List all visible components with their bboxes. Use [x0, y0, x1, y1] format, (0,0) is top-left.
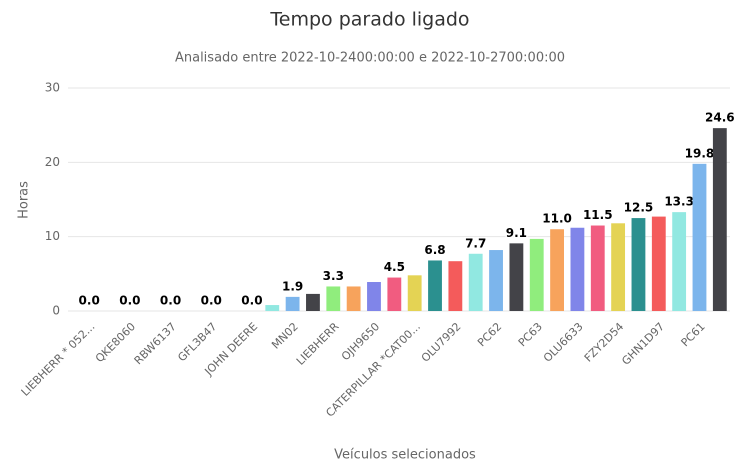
value-label: 7.7	[465, 236, 486, 250]
value-label: 6.8	[424, 243, 445, 257]
value-label: 11.5	[583, 208, 613, 222]
y-tick-label: 0	[52, 304, 60, 318]
bar	[509, 243, 524, 311]
x-tick-label: LIEBHERR	[294, 320, 342, 368]
bar	[326, 286, 341, 311]
x-tick-label: OLU6633	[541, 320, 586, 365]
bar	[448, 261, 463, 311]
value-label: 11.0	[542, 212, 572, 226]
value-label: 9.1	[506, 226, 527, 240]
chart-title: Tempo parado ligado	[269, 9, 469, 31]
bar	[672, 212, 687, 311]
value-label: 0.0	[160, 294, 181, 308]
x-tick-label: PC62	[475, 320, 504, 349]
bar	[712, 128, 727, 311]
value-label: 1.9	[282, 279, 303, 293]
value-label: 0.0	[79, 294, 100, 308]
bar	[570, 227, 585, 311]
bar	[285, 296, 300, 311]
value-label: 4.5	[384, 260, 405, 274]
bar	[346, 286, 361, 311]
bar	[367, 282, 381, 311]
value-label: 12.5	[624, 201, 654, 215]
x-tick-label: LIEBHERR * 052...	[19, 320, 98, 399]
bar	[550, 229, 564, 311]
bar	[428, 260, 442, 311]
x-tick-label: GHN1D97	[619, 320, 667, 368]
bar	[692, 163, 707, 311]
bar	[631, 218, 646, 311]
bar	[265, 305, 280, 311]
bar	[529, 238, 544, 311]
value-label: 24.6	[705, 111, 735, 125]
x-tick-label: MN02	[269, 320, 301, 352]
bar	[306, 293, 320, 311]
y-tick-label: 20	[45, 155, 60, 169]
x-axis-title: Veículos selecionados	[334, 448, 476, 460]
value-label: 19.8	[685, 146, 715, 160]
y-tick-label: 10	[45, 229, 60, 243]
y-tick-label: 30	[45, 81, 60, 95]
x-tick-label: PC61	[679, 320, 708, 349]
value-label: 0.0	[201, 294, 222, 308]
bar	[590, 225, 605, 311]
bar	[407, 275, 422, 311]
bar	[611, 223, 626, 311]
value-label: 13.3	[664, 195, 694, 209]
bar	[387, 277, 402, 311]
value-label: 0.0	[241, 294, 262, 308]
bar	[489, 250, 503, 311]
bar	[651, 216, 666, 311]
x-tick-label: RBW6137	[132, 320, 179, 367]
x-tick-label: OLU7992	[419, 320, 464, 365]
bar	[468, 253, 483, 311]
chart-subtitle: Analisado entre 2022-10-2400:00:00 e 202…	[175, 51, 565, 66]
value-label: 0.0	[119, 294, 140, 308]
x-tick-label: PC63	[516, 320, 545, 349]
y-axis-title: Horas	[17, 181, 32, 219]
value-label: 3.3	[323, 269, 344, 283]
